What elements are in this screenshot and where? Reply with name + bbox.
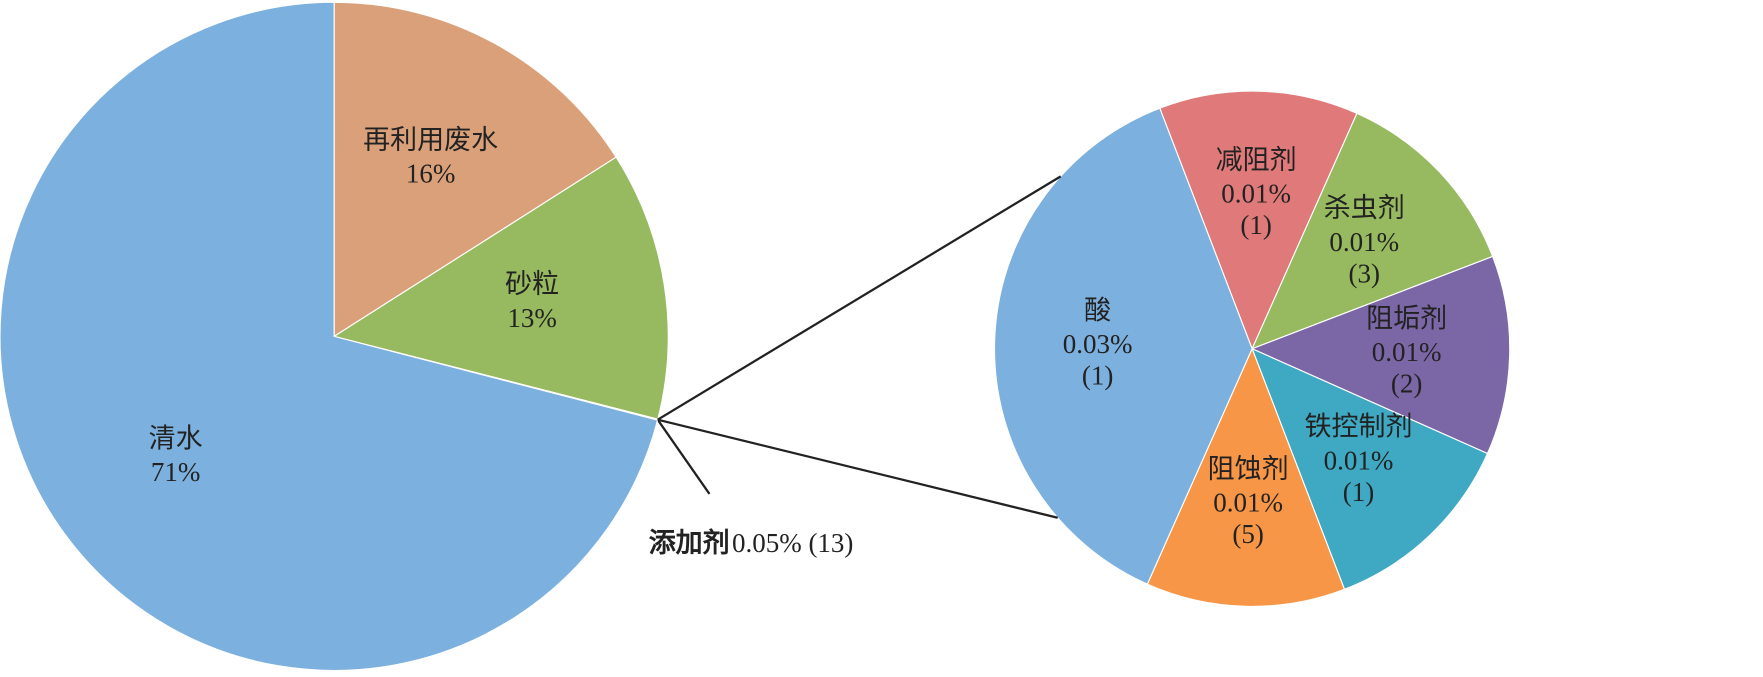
value-label: 0.03% xyxy=(1063,329,1133,359)
count-label: (3) xyxy=(1349,258,1380,288)
value-label: 71% xyxy=(151,457,201,487)
slice-label: 阻蚀剂 xyxy=(1208,454,1289,484)
value-label: 0.01% xyxy=(1221,179,1291,209)
leader-line xyxy=(656,419,711,495)
count-label: (5) xyxy=(1232,519,1263,549)
connector-line xyxy=(657,418,1058,519)
pie-slice xyxy=(1159,90,1358,351)
count-label: (1) xyxy=(1343,477,1374,507)
slice-label: 减阻剂 xyxy=(1216,145,1297,175)
value-label: 0.01% xyxy=(1372,337,1442,367)
pie-slice xyxy=(332,156,669,420)
pie-slice xyxy=(1250,255,1511,455)
slice-label: 砂粒 xyxy=(505,269,559,299)
pie-slice xyxy=(333,1,617,338)
slice-label: 杀虫剂 xyxy=(1324,193,1405,223)
slice-label: 铁控制剂 xyxy=(1305,412,1413,442)
value-label: 13% xyxy=(507,303,557,333)
count-label: (13) xyxy=(808,528,853,558)
value-label: 0.01% xyxy=(1213,488,1283,518)
slice-label: 酸 xyxy=(1084,295,1111,325)
value-label: 0.01% xyxy=(1324,445,1394,475)
pie-slice xyxy=(994,107,1253,585)
slice-label: 清水 xyxy=(149,423,203,453)
count-label: (1) xyxy=(1240,210,1271,240)
count-label: (1) xyxy=(1082,361,1113,391)
value-label: 0.01% xyxy=(1329,227,1399,257)
slice-label: 阻垢剂 xyxy=(1366,303,1447,333)
value-label: 16% xyxy=(406,159,456,189)
value-label: 0.05% xyxy=(732,528,802,558)
pie-slice xyxy=(1251,347,1489,590)
connector-line xyxy=(657,175,1062,421)
count-label: (2) xyxy=(1391,369,1422,399)
slice-label: 再利用废水 xyxy=(363,125,498,155)
pie-slice xyxy=(1146,347,1346,607)
slice-label: 添加剂 xyxy=(649,528,730,558)
pie-slice xyxy=(1251,112,1494,350)
pie-slice xyxy=(0,1,659,672)
